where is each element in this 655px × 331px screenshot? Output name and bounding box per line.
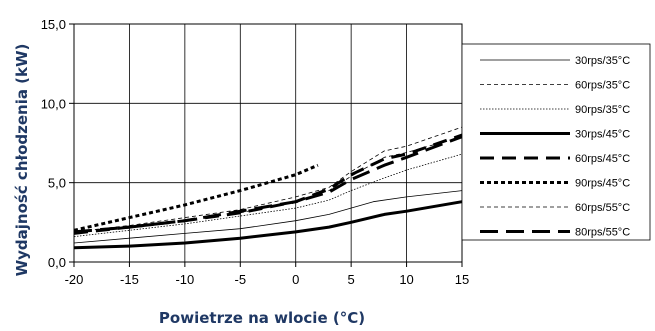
legend-box: [461, 43, 651, 241]
legend-label: 30rps/45°C: [575, 129, 630, 141]
series-line: [73, 126, 463, 233]
x-tick-label: -15: [120, 272, 139, 287]
x-tick-label: 5: [348, 272, 355, 287]
y-tick-label: 5,0: [48, 176, 66, 191]
series-line: [73, 190, 463, 244]
x-axis-title: Powietrze na wlocie (°C): [159, 309, 365, 327]
x-tick-label: 0: [292, 272, 299, 287]
legend-label: 90rps/35°C: [575, 104, 630, 116]
series-line: [73, 135, 463, 234]
series-line: [73, 133, 463, 235]
x-tick-label: -5: [235, 272, 247, 287]
x-tick-label: -10: [175, 272, 194, 287]
legend-label: 60rps/55°C: [575, 202, 630, 214]
series-line: [73, 163, 319, 232]
legend-label: 60rps/35°C: [575, 80, 630, 92]
legend-label: 80rps/55°C: [575, 227, 630, 239]
series-line: [73, 200, 463, 250]
y-axis-title: Wydajność chłodzenia (kW): [13, 44, 31, 277]
legend-label: 60rps/45°C: [575, 153, 630, 165]
ticks: -20 -15 -10 -5 0 5 10 15 0,0 5,0 10,0 15,0: [41, 17, 470, 287]
x-tick-label: 15: [455, 272, 469, 287]
legend: 30rps/35°C 60rps/35°C 90rps/35°C 30rps/45°C…: [461, 43, 651, 241]
y-tick-label: 15,0: [41, 17, 66, 32]
series-line: [73, 153, 463, 237]
series-layer: [73, 126, 463, 250]
x-tick-label: 10: [399, 272, 413, 287]
y-tick-label: 0,0: [48, 255, 66, 270]
legend-label: 90rps/45°C: [575, 178, 630, 190]
x-tick-label: -20: [65, 272, 84, 287]
y-tick-label: 10,0: [41, 96, 66, 111]
legend-label: 30rps/35°C: [575, 55, 630, 67]
